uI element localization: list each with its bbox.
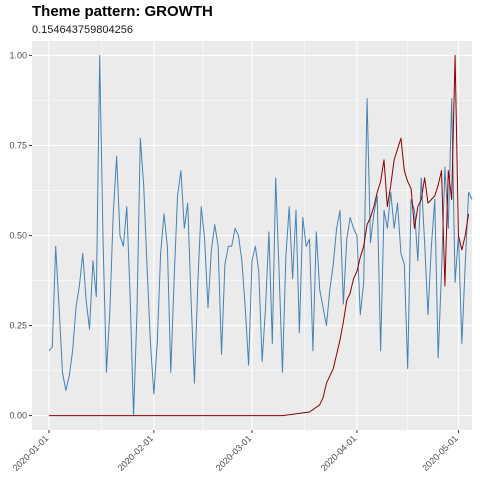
x-tick-label: 2020-04-01 [319,433,359,473]
x-tick-label: 2020-05-01 [420,433,460,473]
x-tick-label: 2020-03-01 [214,433,254,473]
x-tick-label: 2020-01-01 [11,433,51,473]
series-lines [48,54,473,417]
x-tick-label: 2020-02-01 [116,433,156,473]
y-tick-label: 0.75 [9,140,27,150]
y-tick-label: 0.50 [9,231,27,241]
chart-subtitle: 0.154643759804256 [32,24,133,36]
series-line-2 [48,54,470,417]
y-tick-label: 0.00 [9,411,27,421]
series-line-1 [48,54,473,417]
y-tick-label: 0.25 [9,321,27,331]
chart-title: Theme pattern: GROWTH [32,3,213,20]
y-tick-label: 1.00 [9,50,27,60]
